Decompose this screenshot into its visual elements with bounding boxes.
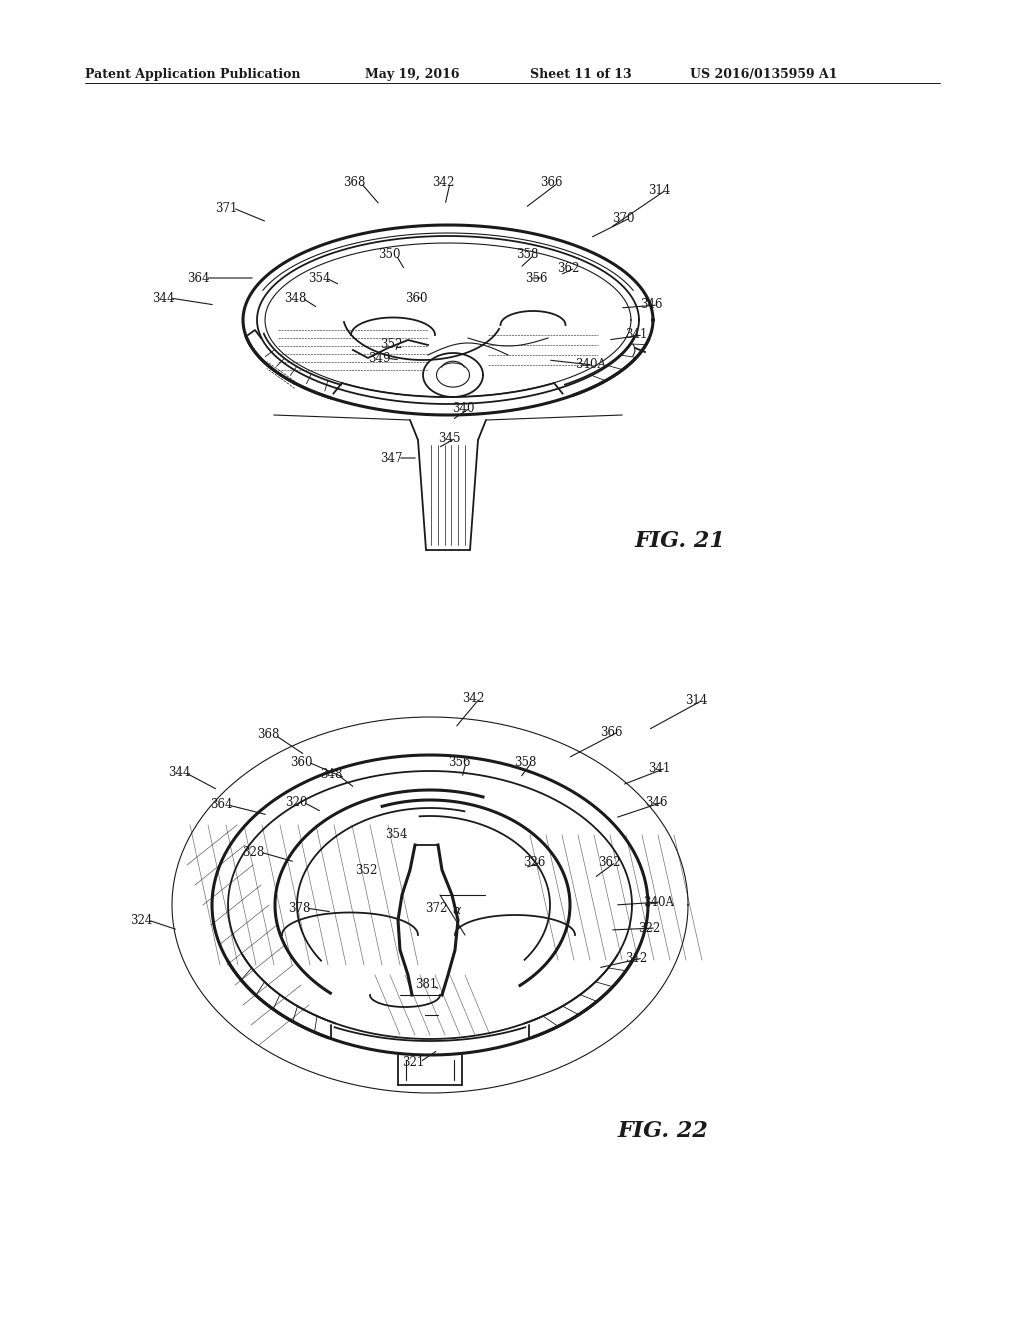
- Text: 366: 366: [600, 726, 623, 738]
- Text: 340A: 340A: [575, 359, 606, 371]
- Text: 344: 344: [152, 292, 174, 305]
- Text: 358: 358: [516, 248, 539, 261]
- Text: 354: 354: [308, 272, 331, 285]
- Text: 341: 341: [625, 329, 647, 342]
- Text: 322: 322: [638, 921, 660, 935]
- Text: 381: 381: [415, 978, 437, 991]
- Text: 358: 358: [514, 755, 537, 768]
- Text: 364: 364: [187, 272, 210, 285]
- Text: May 19, 2016: May 19, 2016: [365, 69, 460, 81]
- Text: 364: 364: [210, 799, 232, 812]
- Text: 371: 371: [215, 202, 238, 214]
- Text: 362: 362: [557, 261, 580, 275]
- Text: 324: 324: [130, 913, 153, 927]
- Text: 342: 342: [462, 692, 484, 705]
- Text: 348: 348: [284, 292, 306, 305]
- Text: 341: 341: [648, 762, 671, 775]
- Text: 370: 370: [612, 211, 635, 224]
- Text: 340A: 340A: [643, 895, 674, 908]
- Text: 340: 340: [452, 401, 474, 414]
- Text: Sheet 11 of 13: Sheet 11 of 13: [530, 69, 632, 81]
- Text: 378: 378: [288, 902, 310, 915]
- Text: 368: 368: [257, 729, 280, 742]
- Text: 346: 346: [645, 796, 668, 808]
- Text: US 2016/0135959 A1: US 2016/0135959 A1: [690, 69, 838, 81]
- Text: 366: 366: [540, 177, 562, 190]
- Text: 368: 368: [343, 177, 366, 190]
- Text: 344: 344: [168, 767, 190, 780]
- Text: 328: 328: [242, 846, 264, 858]
- Text: 360: 360: [406, 292, 427, 305]
- Text: 345: 345: [438, 432, 461, 445]
- Text: 354: 354: [385, 829, 408, 842]
- Text: 320: 320: [285, 796, 307, 808]
- Text: 326: 326: [523, 855, 546, 869]
- Text: 352: 352: [355, 863, 378, 876]
- Text: 342: 342: [432, 177, 455, 190]
- Text: 321: 321: [402, 1056, 424, 1068]
- Text: 346: 346: [640, 298, 663, 312]
- Text: 350: 350: [378, 248, 400, 261]
- Text: $\alpha$: $\alpha$: [452, 903, 462, 916]
- Text: 360: 360: [290, 755, 312, 768]
- Text: Patent Application Publication: Patent Application Publication: [85, 69, 300, 81]
- Text: 356: 356: [525, 272, 548, 285]
- Text: 352: 352: [380, 338, 402, 351]
- Text: 362: 362: [598, 855, 621, 869]
- Text: 372: 372: [425, 902, 447, 915]
- Text: 312: 312: [625, 952, 647, 965]
- Text: FIG. 21: FIG. 21: [635, 531, 726, 552]
- Text: 314: 314: [648, 183, 671, 197]
- Text: 314: 314: [685, 693, 708, 706]
- Text: 348: 348: [319, 768, 342, 781]
- Text: 349: 349: [368, 351, 390, 364]
- Text: 356: 356: [449, 755, 470, 768]
- Text: FIG. 22: FIG. 22: [618, 1119, 709, 1142]
- Text: 347: 347: [380, 451, 402, 465]
